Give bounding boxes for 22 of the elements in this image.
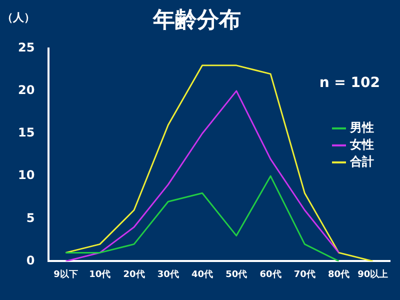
legend-label: 男性 [349,120,374,135]
x-tick-label: 20代 [123,268,145,280]
legend-label: 合計 [349,154,374,169]
x-tick-label: 40代 [192,268,214,280]
y-tick-label: 15 [18,126,35,140]
x-tick-label: 80代 [328,268,350,280]
y-tick-label: 0 [26,253,35,268]
x-tick-label: 50代 [226,268,248,280]
y-tick-label: 25 [18,40,35,55]
y-tick-label: 10 [18,168,35,182]
x-tick-label: 9以下 [54,268,78,280]
x-tick-label: 30代 [157,268,179,280]
x-tick-label: 90以上 [358,268,388,280]
y-tick-label: 20 [18,83,35,98]
y-axis-title: （人） [2,10,35,24]
x-tick-label: 10代 [89,268,111,280]
legend-label: 女性 [349,138,374,152]
chart-title: 年齢分布 [152,8,241,33]
annotation: n = 102 [319,75,380,92]
x-tick-label: 60代 [260,268,282,280]
x-tick-label: 70代 [294,268,316,280]
y-tick-label: 5 [26,210,35,225]
